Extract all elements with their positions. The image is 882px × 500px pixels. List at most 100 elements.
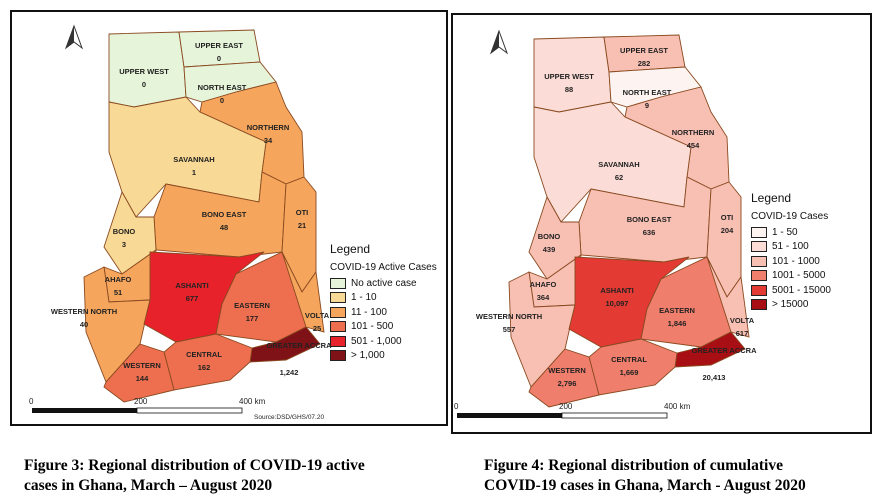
- north-arrow-icon: [489, 29, 509, 55]
- region-name-label: WESTERN NORTH: [476, 312, 542, 321]
- region-value-label: 2,796: [558, 379, 577, 388]
- region-value-label: 48: [220, 223, 228, 232]
- region-value-label: 177: [246, 314, 259, 323]
- scale-bar: 0 200 400 km Source:DSD/GHS/07.20: [29, 397, 324, 421]
- region-name-label: VOLTA: [730, 316, 755, 325]
- scale-label: 400 km: [664, 402, 691, 411]
- legend-item: 11 - 100: [330, 305, 437, 320]
- legend-label: 1001 - 5000: [772, 270, 826, 282]
- region-name-label: UPPER EAST: [195, 41, 243, 50]
- region-value-label: 34: [264, 136, 273, 145]
- region-value-label: 364: [537, 293, 550, 302]
- region-value-label: 0: [217, 54, 221, 63]
- legend-swatch: [751, 299, 767, 311]
- region-value-label: 40: [80, 320, 88, 329]
- region-value-label: 617: [736, 329, 749, 338]
- region-name-label: OTI: [721, 213, 734, 222]
- region-value-label: 162: [198, 363, 211, 372]
- region-name-label: UPPER WEST: [119, 67, 169, 76]
- legend-swatch: [751, 270, 767, 282]
- region-name-label: CENTRAL: [611, 355, 647, 364]
- region-value-label: 144: [136, 374, 149, 383]
- legend-item: No active case: [330, 276, 437, 291]
- figure-3-map-frame: UPPER WEST 0 UPPER EAST 0 NORTH EAST 0 NORTHER…: [10, 10, 448, 426]
- region-name-label: EASTERN: [234, 301, 270, 310]
- region-value-label: 1: [192, 168, 196, 177]
- legend-item: 51 - 100: [751, 240, 831, 255]
- region-name-label: GREATER ACCRA: [692, 346, 758, 355]
- legend-swatch: [330, 321, 346, 333]
- legend-swatch: [330, 277, 346, 289]
- legend-swatch: [330, 306, 346, 318]
- region-name-label: WESTERN: [123, 361, 161, 370]
- figure-4-map-frame: UPPER WEST 88 UPPER EAST 282 NORTH EAST 9 NORT…: [451, 13, 872, 434]
- legend-subtitle: COVID-19 Active Cases: [330, 262, 437, 273]
- region-value-label: 25: [313, 324, 321, 333]
- region-value-label: 21: [298, 221, 306, 230]
- region-value-label: 454: [687, 141, 700, 150]
- scale-label: 0: [454, 402, 459, 411]
- caption-line: COVID-19 cases in Ghana, March - August …: [484, 477, 806, 494]
- legend-label: 51 - 100: [772, 241, 809, 253]
- region-western[interactable]: [528, 348, 600, 408]
- region-value-label: 282: [638, 59, 651, 68]
- legend-label: 101 - 500: [351, 321, 394, 333]
- region-value-label: 10,097: [606, 299, 629, 308]
- region-name-label: GREATER ACCRA: [267, 341, 333, 350]
- legend-item: 1 - 50: [751, 225, 831, 240]
- region-value-label: 677: [186, 294, 199, 303]
- region-volta[interactable]: [706, 256, 750, 338]
- region-name-label: CENTRAL: [186, 350, 222, 359]
- region-value-label: 9: [645, 101, 649, 110]
- region-value-label: 62: [615, 173, 623, 182]
- legend-label: 101 - 1000: [772, 255, 820, 267]
- figure-4-caption: Figure 4: Regional distribution of cumul…: [484, 456, 882, 496]
- ghana-regions: UPPER WEST 0 UPPER EAST 0 NORTH EAST 0 NORTHER…: [51, 29, 333, 403]
- legend-swatch: [330, 292, 346, 304]
- legend-title: Legend: [330, 242, 371, 256]
- region-western[interactable]: [103, 343, 175, 403]
- region-value-label: 1,242: [280, 368, 299, 377]
- legend-item: 501 - 1,000: [330, 334, 437, 349]
- legend-swatch: [751, 226, 767, 238]
- region-value-label: 51: [114, 288, 122, 297]
- legend-item: 1 - 10: [330, 291, 437, 306]
- region-value-label: 0: [220, 96, 224, 105]
- region-value-label: 0: [142, 80, 146, 89]
- legend-item: 5001 - 15000: [751, 283, 831, 298]
- region-volta[interactable]: [281, 251, 325, 333]
- legend-subtitle: COVID-19 Cases: [751, 211, 829, 222]
- legend-swatch: [751, 255, 767, 267]
- region-value-label: 204: [721, 226, 734, 235]
- region-name-label: NORTH EAST: [623, 88, 672, 97]
- region-name-label: VOLTA: [305, 311, 330, 320]
- region-name-label: NORTH EAST: [198, 83, 247, 92]
- legend-label: 501 - 1,000: [351, 335, 402, 347]
- region-name-label: EASTERN: [659, 306, 695, 315]
- legend-swatch: [330, 350, 346, 362]
- legend-label: 1 - 10: [351, 292, 377, 304]
- legend-item: > 15000: [751, 298, 831, 313]
- legend-label: 11 - 100: [351, 306, 387, 318]
- region-name-label: BONO: [113, 227, 136, 236]
- caption-line: cases in Ghana, March – August 2020: [24, 477, 273, 494]
- region-name-label: UPPER EAST: [620, 46, 668, 55]
- figure-4-legend: Legend COVID-19 Cases 1 - 50 51 - 100 101 …: [751, 191, 831, 312]
- region-name-label: OTI: [296, 208, 309, 217]
- legend-title: Legend: [751, 191, 792, 205]
- legend-label: 5001 - 15000: [772, 284, 831, 296]
- region-central[interactable]: [163, 333, 253, 391]
- figure-3-legend: Legend COVID-19 Active Cases No active c…: [330, 242, 437, 363]
- legend-item: 101 - 500: [330, 320, 437, 335]
- scale-label: 200: [559, 402, 573, 411]
- figure-4-map: UPPER WEST 88 UPPER EAST 282 NORTH EAST 9 NORT…: [454, 29, 758, 419]
- region-value-label: 439: [543, 245, 556, 254]
- region-value-label: 557: [503, 325, 516, 334]
- region-name-label: NORTHERN: [672, 128, 715, 137]
- legend-swatch: [751, 284, 767, 296]
- region-name-label: AHAFO: [530, 280, 557, 289]
- region-name-label: UPPER WEST: [544, 72, 594, 81]
- region-value-label: 20,413: [703, 373, 726, 382]
- region-central[interactable]: [588, 338, 678, 396]
- region-name-label: AHAFO: [105, 275, 132, 284]
